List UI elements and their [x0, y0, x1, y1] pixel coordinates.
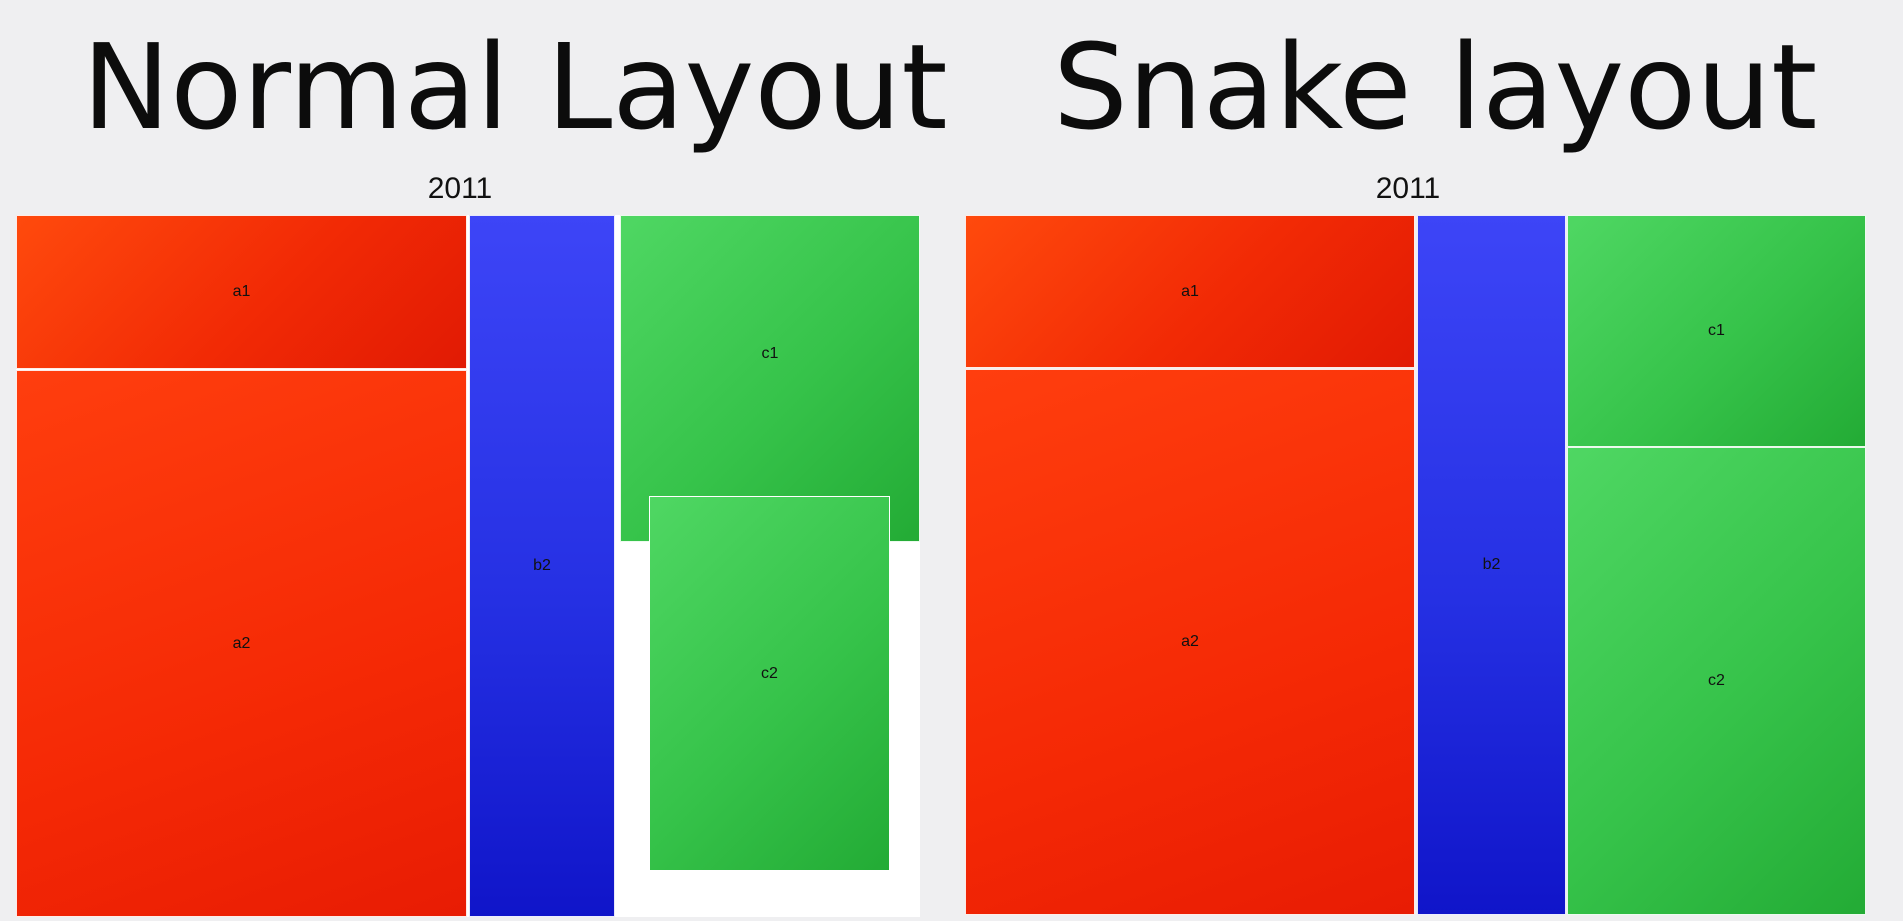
treemap-cell-b2: b2 — [1417, 215, 1566, 915]
normal-layout-heading: Normal Layout — [82, 18, 948, 156]
treemap-cell-c1: c1 — [1567, 215, 1866, 447]
treemap-cell-b2: b2 — [469, 215, 615, 917]
snake-layout-treemap: a1 a2 b2 c1 c2 — [965, 215, 1866, 915]
snake-layout-year-label: 2011 — [1375, 172, 1441, 205]
cell-label-c1: c1 — [1708, 322, 1725, 339]
treemap-cell-c2: c2 — [649, 496, 890, 871]
snake-layout-heading: Snake layout — [1053, 18, 1818, 156]
cell-label-c2: c2 — [1708, 672, 1725, 689]
cell-label-a1: a1 — [1181, 282, 1199, 300]
treemap-cell-a2: a2 — [16, 370, 467, 917]
treemap-cell-a2: a2 — [965, 369, 1415, 915]
normal-layout-year-label: 2011 — [427, 172, 493, 205]
normal-layout-treemap: a1 a2 b2 c1 c2 — [16, 215, 920, 917]
treemap-cell-a1: a1 — [965, 215, 1415, 368]
cell-label-c1: c1 — [761, 344, 779, 362]
treemap-cell-c1: c1 — [620, 215, 920, 542]
cell-label-c2: c2 — [761, 664, 778, 682]
cell-label-a1: a1 — [232, 283, 251, 300]
cell-label-b2: b2 — [533, 557, 551, 574]
cell-label-a2: a2 — [232, 634, 251, 652]
cell-label-a2: a2 — [1181, 633, 1199, 650]
treemap-cell-a1: a1 — [16, 215, 467, 369]
cell-label-b2: b2 — [1482, 556, 1501, 573]
treemap-cell-c2: c2 — [1567, 447, 1866, 915]
